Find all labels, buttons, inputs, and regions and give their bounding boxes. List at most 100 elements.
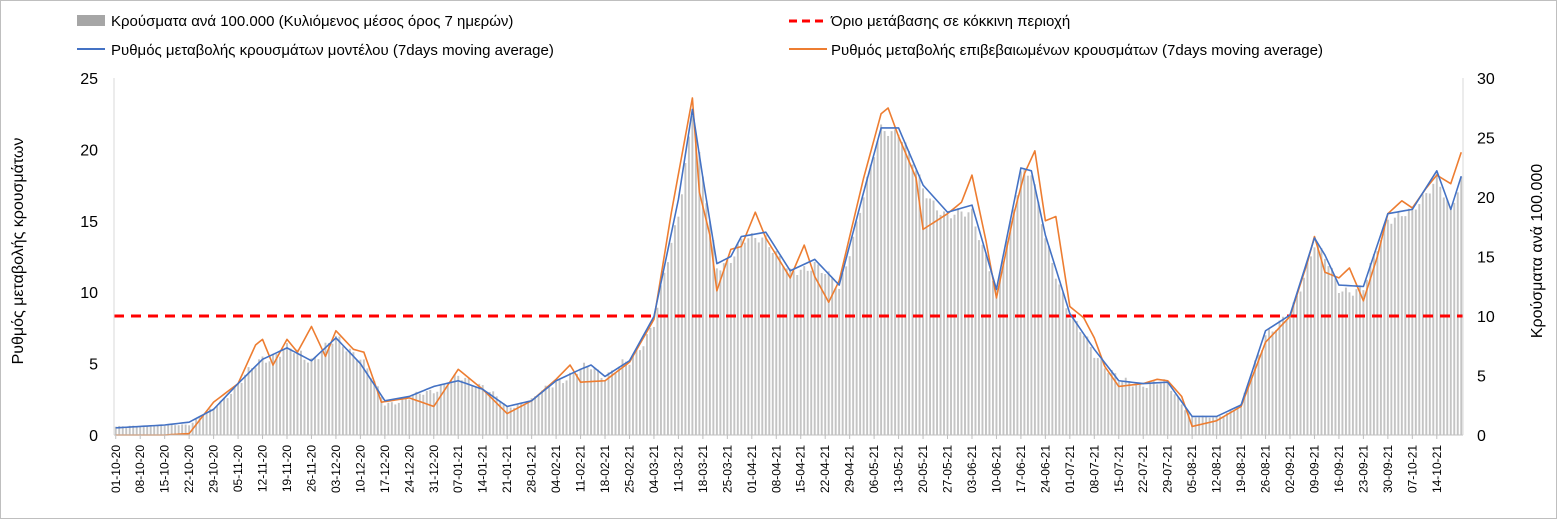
- x-tick-label: 14-10-21: [1430, 445, 1444, 493]
- bar: [1428, 193, 1431, 435]
- bar: [327, 343, 330, 435]
- bar: [775, 251, 778, 435]
- bar: [1407, 208, 1410, 435]
- x-tick-label: 14-01-21: [476, 445, 490, 493]
- bar: [701, 176, 704, 436]
- x-tick-label: 17-06-21: [1014, 445, 1028, 493]
- bar: [275, 354, 278, 435]
- bar: [666, 262, 669, 435]
- bar: [219, 400, 222, 435]
- bar: [296, 349, 299, 435]
- bar: [282, 350, 285, 435]
- bar: [782, 266, 785, 435]
- bar: [792, 271, 795, 435]
- bar: [286, 342, 288, 435]
- bar: [125, 426, 128, 435]
- bar: [883, 131, 886, 435]
- bar: [1026, 175, 1029, 435]
- bar: [293, 353, 295, 435]
- bar: [411, 395, 414, 435]
- bar: [1299, 291, 1302, 435]
- y-left-tick-label: 5: [89, 357, 98, 374]
- bar: [1404, 216, 1407, 435]
- bar: [761, 237, 764, 435]
- bar: [495, 396, 498, 435]
- bar: [163, 425, 166, 435]
- bar: [1145, 387, 1148, 435]
- bar: [1173, 394, 1176, 435]
- bar: [485, 391, 488, 435]
- bar: [1421, 194, 1424, 435]
- bar: [258, 359, 260, 435]
- x-tick-label: 15-07-21: [1112, 445, 1126, 493]
- bar: [1449, 207, 1452, 435]
- bar: [1065, 308, 1068, 435]
- bar: [1439, 186, 1442, 435]
- bar: [1030, 175, 1033, 435]
- bar: [635, 348, 638, 435]
- bar: [1330, 267, 1333, 435]
- bar: [1411, 207, 1414, 435]
- bar: [1282, 316, 1284, 435]
- bar: [1323, 258, 1326, 435]
- bar: [513, 407, 516, 435]
- bar: [551, 387, 554, 435]
- bar: [848, 256, 851, 435]
- bar: [268, 361, 271, 435]
- bar: [1240, 404, 1243, 435]
- bar: [1320, 248, 1323, 435]
- bar: [146, 426, 149, 435]
- bar: [796, 275, 799, 435]
- bar: [722, 263, 725, 435]
- x-tick-label: 26-11-20: [304, 445, 318, 492]
- bar: [541, 390, 544, 435]
- bar: [1285, 320, 1288, 435]
- bar: [932, 200, 935, 435]
- bar: [827, 271, 830, 435]
- bar: [1386, 219, 1389, 435]
- bar: [743, 242, 746, 435]
- x-tick-label: 28-01-21: [525, 445, 539, 493]
- bar: [957, 208, 959, 435]
- bar: [810, 270, 813, 435]
- bar: [572, 371, 575, 435]
- bar: [422, 394, 425, 435]
- bar: [1306, 262, 1309, 435]
- bar: [1275, 330, 1277, 435]
- bar: [1268, 329, 1270, 435]
- bar: [988, 271, 991, 435]
- bar: [1390, 223, 1393, 435]
- bar: [488, 391, 491, 435]
- bar: [1110, 369, 1113, 435]
- bar: [632, 355, 634, 435]
- bar: [334, 335, 337, 435]
- bar: [418, 393, 421, 435]
- bar: [345, 351, 348, 435]
- bar: [135, 426, 138, 435]
- bar: [481, 385, 484, 435]
- bar: [901, 141, 904, 436]
- x-tick-label: 01-07-21: [1063, 445, 1077, 493]
- bar: [1096, 358, 1099, 435]
- bar: [789, 268, 792, 435]
- bar: [834, 287, 837, 435]
- bar: [1289, 318, 1291, 435]
- bar: [530, 398, 533, 435]
- bar: [366, 368, 369, 435]
- bar: [611, 370, 613, 435]
- bar: [991, 281, 994, 435]
- bar: [876, 141, 879, 435]
- bar: [1247, 386, 1250, 435]
- bar: [310, 358, 313, 435]
- bar: [516, 404, 519, 435]
- bar: [1341, 291, 1344, 435]
- bar: [1131, 386, 1134, 435]
- x-tick-label: 26-08-21: [1259, 445, 1273, 493]
- bar: [1460, 176, 1463, 435]
- bar: [1163, 379, 1166, 435]
- bar: [502, 403, 505, 435]
- bar: [1180, 404, 1183, 435]
- bar: [771, 252, 774, 435]
- bar: [1068, 318, 1071, 435]
- bar: [1089, 346, 1092, 435]
